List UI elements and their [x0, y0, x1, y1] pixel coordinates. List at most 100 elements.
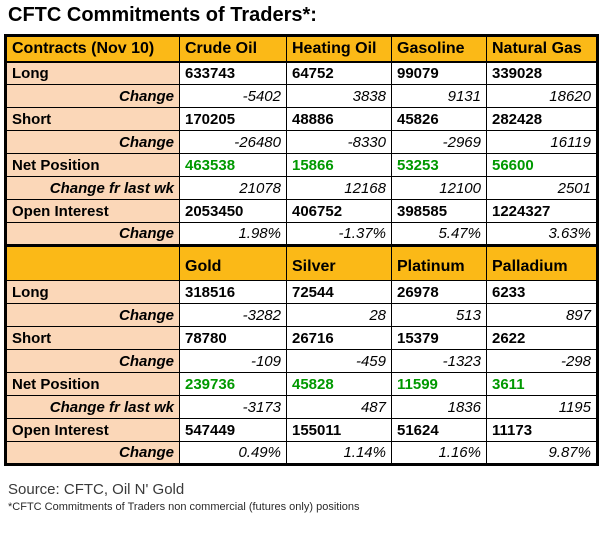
cell-value: 72544: [286, 280, 392, 304]
cell-value: 26716: [286, 326, 392, 350]
cell-value: 1.98%: [179, 222, 287, 246]
cell-value: 339028: [486, 61, 598, 85]
net-position-value: 3611: [486, 372, 598, 396]
cell-value: -3173: [179, 395, 287, 419]
net-position-value: 239736: [179, 372, 287, 396]
net-position-value: 11599: [391, 372, 487, 396]
row-label: Short: [5, 107, 180, 131]
header-commodity: Gasoline: [391, 35, 487, 63]
cell-value: 16119: [486, 130, 598, 154]
table-row: Open Interest 2053450 406752 398585 1224327: [5, 199, 598, 223]
table-row: Long 318516 72544 26978 6233: [5, 280, 598, 304]
cell-value: 3838: [286, 84, 392, 108]
cell-value: 26978: [391, 280, 487, 304]
row-label: Net Position: [5, 153, 180, 177]
net-position-value: 56600: [486, 153, 598, 177]
footnote-text: *CFTC Commitments of Traders non commerc…: [8, 501, 360, 513]
cell-value: 2622: [486, 326, 598, 350]
cell-value: 48886: [286, 107, 392, 131]
table-row: Change -5402 3838 9131 18620: [5, 84, 598, 108]
table-row: Change -26480 -8330 -2969 16119: [5, 130, 598, 154]
cell-value: 633743: [179, 61, 287, 85]
cell-value: 6233: [486, 280, 598, 304]
source-note: Source: CFTC, Oil N' Gold: [8, 481, 185, 498]
net-position-value: 15866: [286, 153, 392, 177]
cell-value: 12168: [286, 176, 392, 200]
row-label: Change fr last wk: [5, 176, 180, 200]
cell-value: 9.87%: [486, 441, 598, 465]
row-label: Change: [5, 349, 180, 373]
header-commodity: Crude Oil: [179, 35, 287, 63]
cell-value: 64752: [286, 61, 392, 85]
row-label: Short: [5, 326, 180, 350]
cell-value: 2501: [486, 176, 598, 200]
cell-value: 170205: [179, 107, 287, 131]
cell-value: 99079: [391, 61, 487, 85]
table-row: Change 1.98% -1.37% 5.47% 3.63%: [5, 222, 598, 246]
table-header-metals: Gold Silver Platinum Palladium: [5, 244, 598, 281]
table-row: Net Position 463538 15866 53253 56600: [5, 153, 598, 177]
cell-value: 282428: [486, 107, 598, 131]
cell-value: 11173: [486, 418, 598, 442]
table-row: Change 0.49% 1.14% 1.16% 9.87%: [5, 441, 598, 465]
cell-value: 487: [286, 395, 392, 419]
cell-value: 9131: [391, 84, 487, 108]
row-label: Open Interest: [5, 418, 180, 442]
table-row: Change -109 -459 -1323 -298: [5, 349, 598, 373]
cell-value: 0.49%: [179, 441, 287, 465]
header-row-label: Contracts (Nov 10): [5, 35, 180, 63]
cell-value: 15379: [391, 326, 487, 350]
cell-value: -5402: [179, 84, 287, 108]
cell-value: 5.47%: [391, 222, 487, 246]
cot-table: Contracts (Nov 10) Crude Oil Heating Oil Ga…: [4, 34, 599, 466]
table-row: Short 78780 26716 15379 2622: [5, 326, 598, 350]
cell-value: 45826: [391, 107, 487, 131]
row-label: Change fr last wk: [5, 395, 180, 419]
cell-value: -8330: [286, 130, 392, 154]
cell-value: 51624: [391, 418, 487, 442]
table-row: Change fr last wk 21078 12168 12100 2501: [5, 176, 598, 200]
cell-value: 897: [486, 303, 598, 327]
cell-value: 3.63%: [486, 222, 598, 246]
page-title: CFTC Commitments of Traders*:: [8, 4, 317, 26]
row-label: Net Position: [5, 372, 180, 396]
row-label: Change: [5, 441, 180, 465]
table-row: Long 633743 64752 99079 339028: [5, 61, 598, 85]
cell-value: 1.14%: [286, 441, 392, 465]
cell-value: -459: [286, 349, 392, 373]
cell-value: 21078: [179, 176, 287, 200]
cell-value: 513: [391, 303, 487, 327]
cell-value: 18620: [486, 84, 598, 108]
table-header-energy: Contracts (Nov 10) Crude Oil Heating Oil Ga…: [5, 35, 598, 63]
header-commodity: Palladium: [486, 244, 598, 281]
table-row: Open Interest 547449 155011 51624 11173: [5, 418, 598, 442]
table-row: Short 170205 48886 45826 282428: [5, 107, 598, 131]
cell-value: 1836: [391, 395, 487, 419]
header-commodity: Gold: [179, 244, 287, 281]
row-label: Open Interest: [5, 199, 180, 223]
header-commodity: Silver: [286, 244, 392, 281]
table-row: Change fr last wk -3173 487 1836 1195: [5, 395, 598, 419]
cell-value: 547449: [179, 418, 287, 442]
cell-value: 155011: [286, 418, 392, 442]
row-label: Change: [5, 303, 180, 327]
header-commodity: Natural Gas: [486, 35, 598, 63]
cell-value: 1.16%: [391, 441, 487, 465]
row-label: Long: [5, 280, 180, 304]
cell-value: -26480: [179, 130, 287, 154]
net-position-value: 463538: [179, 153, 287, 177]
row-label: Long: [5, 61, 180, 85]
table-row: Net Position 239736 45828 11599 3611: [5, 372, 598, 396]
row-label: Change: [5, 84, 180, 108]
cell-value: 1195: [486, 395, 598, 419]
cell-value: 406752: [286, 199, 392, 223]
row-label: Change: [5, 130, 180, 154]
cell-value: 318516: [179, 280, 287, 304]
net-position-value: 45828: [286, 372, 392, 396]
cell-value: -3282: [179, 303, 287, 327]
cell-value: 2053450: [179, 199, 287, 223]
cell-value: -298: [486, 349, 598, 373]
cell-value: 398585: [391, 199, 487, 223]
cell-value: 28: [286, 303, 392, 327]
cell-value: 12100: [391, 176, 487, 200]
